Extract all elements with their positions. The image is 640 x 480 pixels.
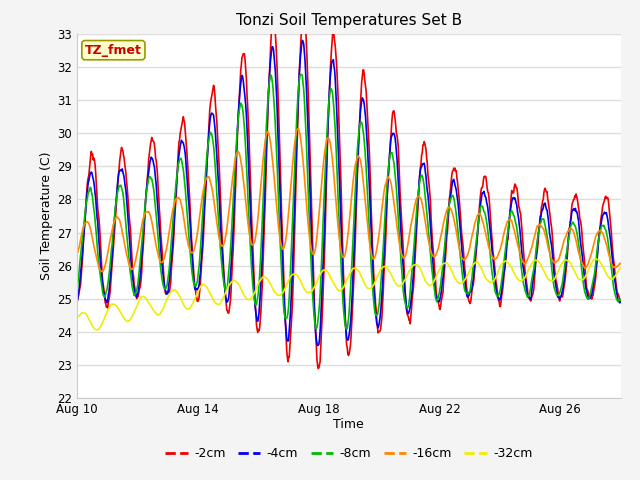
X-axis label: Time: Time [333, 418, 364, 431]
Title: Tonzi Soil Temperatures Set B: Tonzi Soil Temperatures Set B [236, 13, 462, 28]
Legend: -2cm, -4cm, -8cm, -16cm, -32cm: -2cm, -4cm, -8cm, -16cm, -32cm [160, 442, 538, 465]
Text: TZ_fmet: TZ_fmet [85, 44, 142, 57]
Y-axis label: Soil Temperature (C): Soil Temperature (C) [40, 152, 52, 280]
